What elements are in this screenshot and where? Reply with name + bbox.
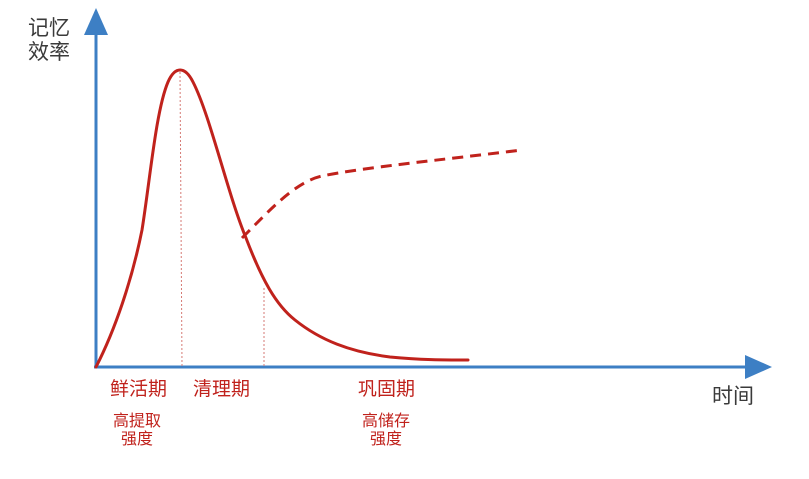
memory-efficiency-curve: [94, 68, 470, 369]
phase-label-fresh: 鲜活期: [110, 378, 168, 400]
phase-desc-consolidation-line1: 高储存: [362, 411, 411, 430]
peak-divider-line: [179, 71, 183, 367]
consolidation-dashed-curve: [240, 148, 523, 240]
phase-desc-fresh: 高提取 强度: [113, 411, 162, 449]
y-axis-title: 记忆 效率: [28, 16, 70, 64]
phase-desc-fresh-line1: 高提取: [113, 411, 162, 430]
x-axis-title: 时间: [712, 384, 754, 408]
phase-label-consolidation: 巩固期: [358, 378, 416, 400]
phase-desc-consolidation: 高储存 强度: [362, 411, 411, 449]
y-axis-title-line2: 效率: [28, 40, 70, 65]
phase-desc-consolidation-line2: 强度: [370, 429, 403, 449]
y-axis-title-line1: 记忆: [28, 16, 70, 40]
phase-desc-fresh-line2: 强度: [121, 429, 154, 449]
phase-label-cleanup: 清理期: [193, 378, 251, 400]
